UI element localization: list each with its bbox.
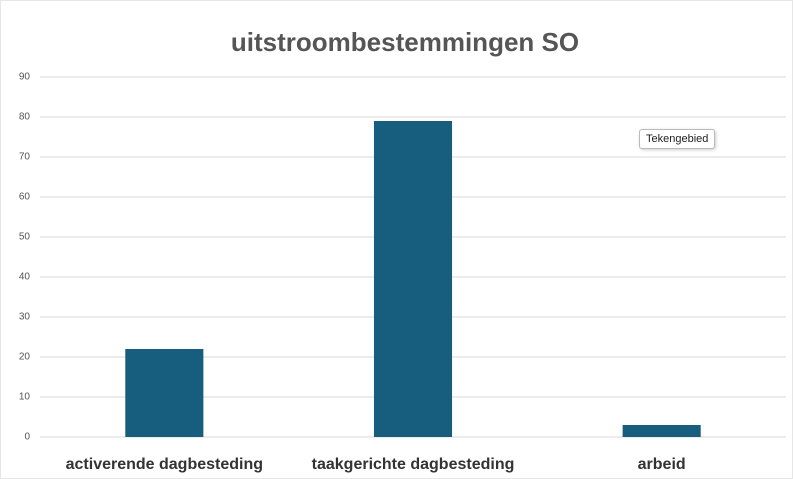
y-tick-label: 50 (19, 232, 31, 243)
y-tick-label: 20 (19, 352, 31, 363)
tooltip: Tekengebied (639, 129, 716, 149)
x-tick-label: taakgerichte dagbesteding (312, 456, 515, 473)
y-tick-label: 30 (19, 312, 31, 323)
y-tick-label: 80 (19, 112, 31, 123)
y-tick-label: 60 (19, 192, 31, 203)
y-tick-label: 40 (19, 272, 31, 283)
y-tick-label: 0 (24, 432, 30, 443)
bar (373, 121, 453, 437)
x-tick-label: arbeid (638, 456, 686, 473)
x-tick-label: activerende dagbesteding (66, 456, 263, 473)
chart-title: uitstroombestemmingen SO (231, 27, 579, 57)
bar (622, 425, 701, 437)
y-tick-label: 10 (19, 392, 31, 403)
y-tick-label: 90 (19, 72, 31, 83)
bar (125, 349, 204, 437)
y-tick-label: 70 (19, 152, 31, 163)
